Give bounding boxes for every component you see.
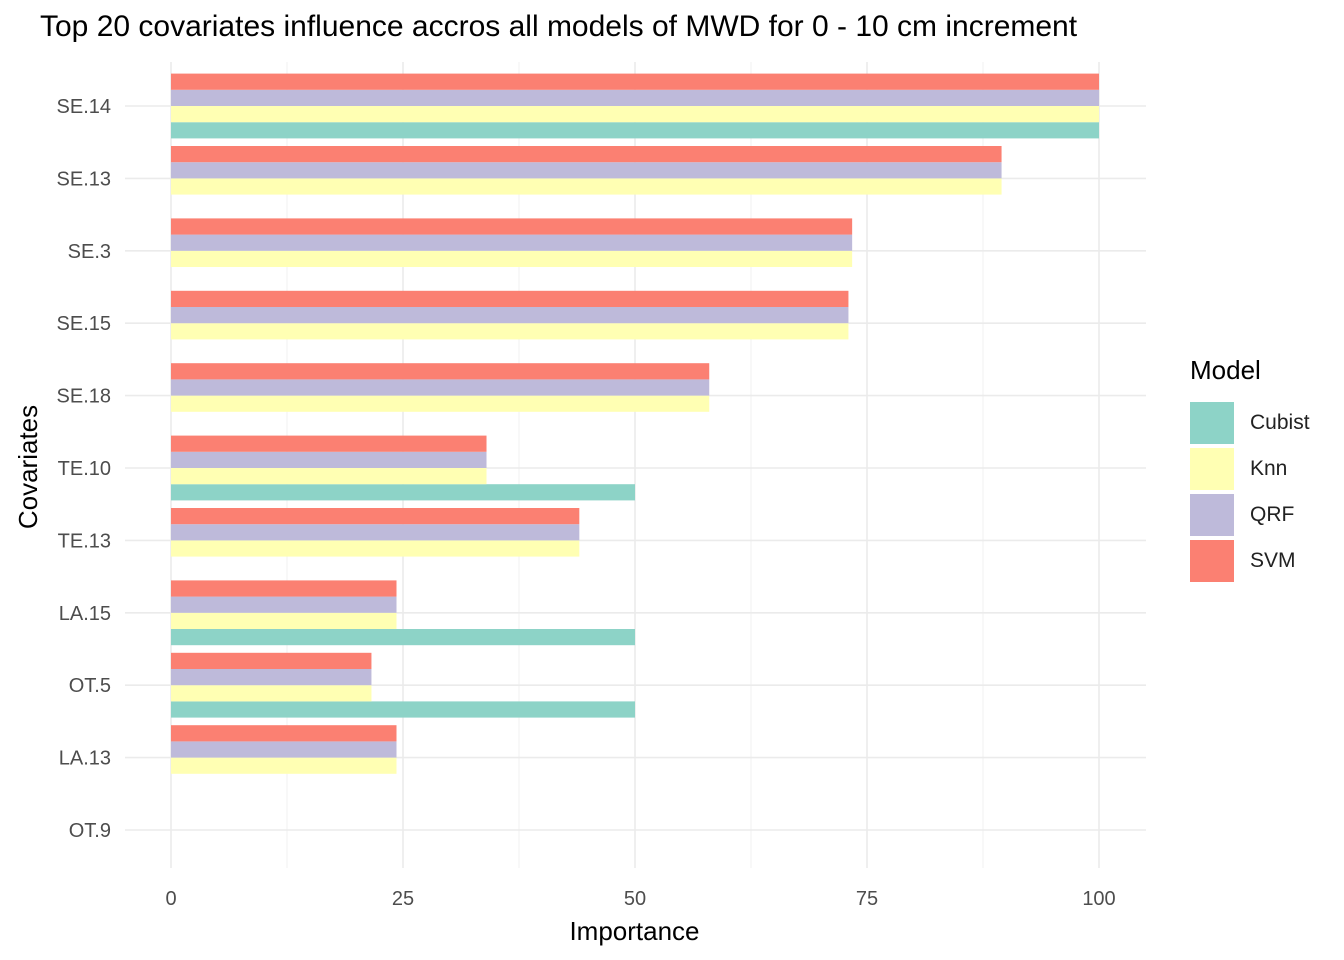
bar-qrf-te-13 [171, 524, 580, 541]
bar-svm-te-10 [171, 435, 487, 452]
legend-label-cubist: Cubist [1250, 411, 1310, 434]
y-tick-label: SE.14 [57, 96, 111, 118]
bar-knn-la-13 [171, 757, 397, 774]
bar-svm-se-13 [171, 146, 1002, 163]
bar-qrf-se-13 [171, 162, 1002, 179]
legend-item-knn: Knn [1190, 446, 1310, 492]
x-tick-label: 50 [624, 888, 646, 910]
bar-qrf-te-10 [171, 451, 487, 468]
legend-item-cubist: Cubist [1190, 400, 1310, 446]
bar-cubist-ot-5 [171, 701, 635, 718]
y-tick-label: SE.18 [57, 386, 111, 408]
bar-knn-ot-5 [171, 685, 372, 702]
bar-qrf-se-18 [171, 379, 710, 396]
y-tick-label: OT.5 [69, 675, 111, 697]
bar-svm-ot-5 [171, 652, 372, 669]
bar-knn-te-13 [171, 540, 580, 557]
bar-qrf-la-15 [171, 596, 397, 613]
x-axis-title: Importance [569, 916, 699, 946]
bar-qrf-se-3 [171, 234, 853, 251]
bar-cubist-se-14 [171, 122, 1099, 139]
bar-knn-la-15 [171, 612, 397, 629]
legend-item-qrf: QRF [1190, 492, 1310, 538]
y-tick-label: SE.15 [57, 313, 111, 335]
bar-qrf-la-13 [171, 741, 397, 758]
bar-qrf-se-15 [171, 307, 849, 324]
legend-item-svm: SVM [1190, 538, 1310, 584]
bar-qrf-ot-5 [171, 669, 372, 686]
legend-label-svm: SVM [1250, 549, 1296, 572]
bar-svm-la-13 [171, 725, 397, 742]
bar-svm-se-18 [171, 363, 710, 380]
legend: Model Cubist Knn QRF SVM [1190, 355, 1310, 584]
bar-svm-se-14 [171, 73, 1099, 90]
legend-swatch-cubist [1190, 402, 1234, 444]
y-axis-title: Covariates [13, 405, 43, 529]
chart-title: Top 20 covariates influence accros all m… [40, 10, 1078, 43]
bar-qrf-se-14 [171, 89, 1099, 106]
x-tick-label: 100 [1082, 888, 1115, 910]
bar-knn-te-10 [171, 468, 487, 485]
legend-label-knn: Knn [1250, 457, 1288, 480]
legend-swatch-svm [1190, 540, 1234, 582]
bar-knn-se-14 [171, 106, 1099, 123]
x-tick-label: 25 [392, 888, 414, 910]
bar-knn-se-15 [171, 323, 849, 340]
legend-label-qrf: QRF [1250, 503, 1295, 526]
y-tick-label: TE.13 [58, 530, 111, 552]
x-tick-label: 75 [856, 888, 878, 910]
y-tick-label: OT.9 [69, 820, 111, 842]
bar-cubist-te-10 [171, 484, 635, 501]
y-tick-label: SE.13 [57, 168, 111, 190]
bar-knn-se-18 [171, 395, 710, 412]
y-tick-label: LA.13 [59, 748, 111, 770]
bar-knn-se-13 [171, 178, 1002, 195]
legend-swatch-knn [1190, 448, 1234, 490]
y-tick-label: SE.3 [68, 241, 111, 263]
bar-svm-se-15 [171, 290, 849, 307]
y-tick-label: LA.15 [59, 603, 111, 625]
legend-swatch-qrf [1190, 494, 1234, 536]
bar-svm-se-3 [171, 218, 853, 235]
bar-knn-se-3 [171, 250, 853, 267]
x-tick-label: 0 [165, 888, 176, 910]
bar-svm-te-13 [171, 508, 580, 525]
bar-cubist-la-15 [171, 629, 635, 646]
legend-title: Model [1190, 355, 1261, 385]
bar-svm-la-15 [171, 580, 397, 597]
y-tick-label: TE.10 [58, 458, 111, 480]
